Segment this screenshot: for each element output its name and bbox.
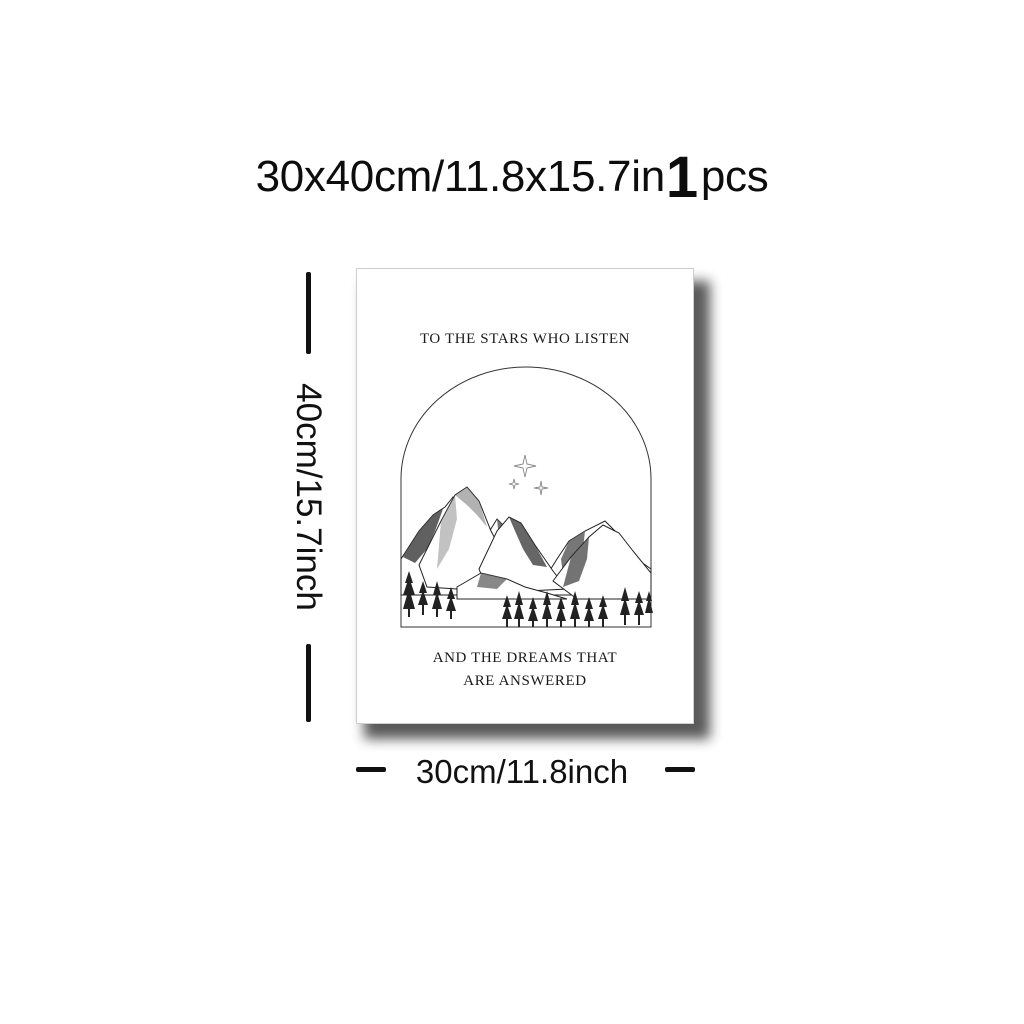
width-dimension-label: 30cm/11.8inch [415, 753, 629, 790]
mountain-arch-icon [400, 366, 653, 628]
height-dimension-bar-bottom [306, 644, 311, 722]
poster: TO THE STARS WHO LISTEN [356, 268, 694, 724]
quantity-number: 1 [665, 145, 698, 210]
poster-bottom-line2: ARE ANSWERED [463, 673, 587, 689]
sparkle-stars-icon [508, 454, 549, 496]
quantity-unit: pcs [700, 152, 769, 201]
size-text: 30x40cm/11.8x15.7in [255, 152, 666, 201]
poster-bottom-line1: AND THE DREAMS THAT [432, 650, 618, 666]
size-headline: 30x40cm/11.8x15.7in1pcs [0, 138, 1024, 210]
poster-top-text: TO THE STARS WHO LISTEN [419, 331, 631, 347]
height-dimension-bar-top [306, 272, 311, 354]
width-dimension-bar-right [665, 767, 695, 772]
poster-bottom-text: AND THE DREAMS THAT ARE ANSWERED [357, 647, 693, 693]
width-dimension-bar-left [356, 767, 386, 772]
height-label-text: 40cm/15.7inch [289, 383, 328, 611]
